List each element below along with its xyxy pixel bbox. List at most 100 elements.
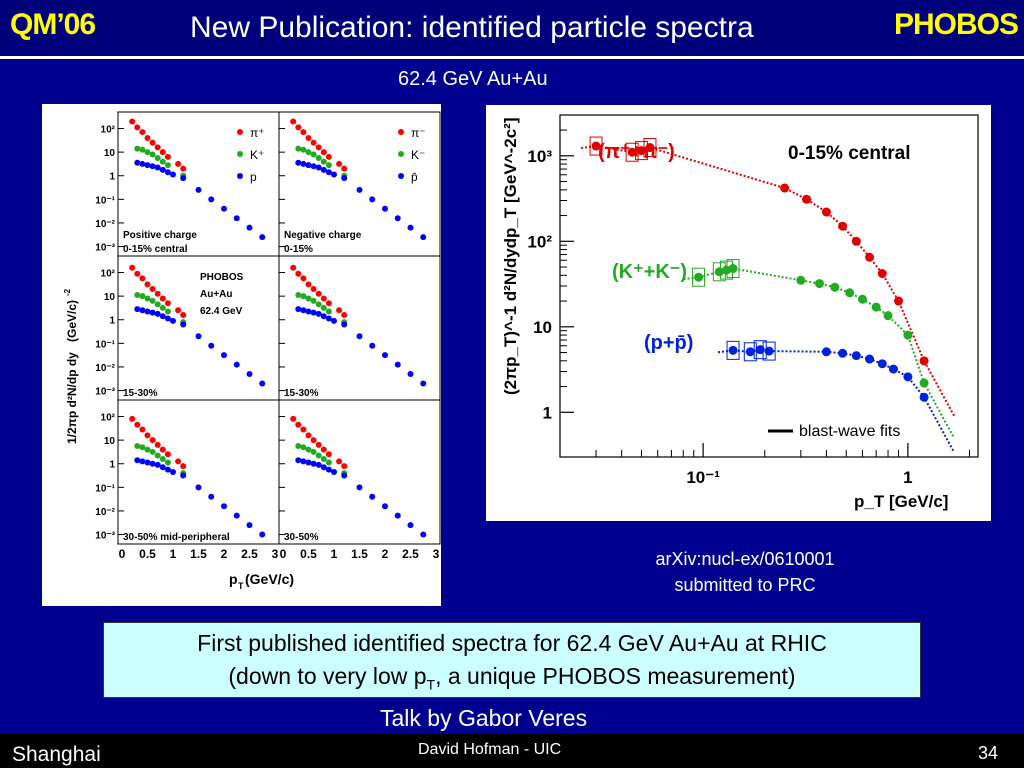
pad-data-point (336, 160, 343, 167)
pad-centrality: 30-50% (284, 532, 319, 543)
left-xlabel-sub: T (238, 581, 244, 591)
pad-data-point (159, 446, 166, 453)
pad-data-point (369, 493, 376, 500)
pad-x-tick-label: 0.5 (300, 547, 317, 561)
pad-data-point (407, 371, 414, 378)
pad-data-point (310, 151, 317, 158)
pad-data-point (233, 361, 240, 368)
pad-data-point (341, 175, 348, 182)
pad-data-point (170, 469, 176, 475)
pad-y-tick-label: 1 (109, 172, 115, 183)
pad-annotation: 62.4 GeV (200, 306, 243, 317)
pad-data-point (325, 169, 332, 176)
pad-x-tick-label: 2 (221, 547, 228, 561)
pad-x-tick-label: 3 (433, 547, 440, 561)
data-point (865, 252, 875, 262)
pad-data-point (154, 452, 161, 459)
low-pt-point (694, 272, 704, 282)
y-tick-label: 1 (543, 403, 552, 422)
pad-data-point (420, 234, 427, 241)
pad-data-point (154, 301, 161, 308)
pad-data-point (159, 304, 166, 311)
pad-data-point (295, 145, 302, 152)
pad-data-point (259, 380, 266, 387)
pad-data-point (195, 186, 202, 193)
pad-data-point (315, 452, 322, 459)
x-tick-label: 10⁻¹ (686, 468, 720, 487)
pad-data-point (325, 451, 332, 458)
pad-data-point (149, 139, 156, 146)
arxiv-status: submitted to PRC (674, 575, 816, 595)
summary-line1: First published identified spectra for 6… (197, 630, 827, 656)
slide-number: 34 (977, 743, 998, 763)
pad-data-point (144, 432, 151, 439)
footer-author: David Hofman - UIC (418, 741, 562, 758)
pad-y-tick-label: 10 (104, 436, 116, 447)
pad-data-point (290, 118, 297, 125)
pad-data-point (394, 512, 401, 519)
pad-data-point (149, 286, 156, 293)
y-tick-label: 10 (533, 318, 552, 337)
pad-frame (117, 399, 280, 545)
pad-data-point (290, 415, 297, 422)
pad-data-point (164, 162, 171, 169)
pad-data-point (195, 484, 202, 491)
pad-data-point (159, 464, 166, 471)
pad-data-point (134, 159, 141, 166)
central-spectra-chart: 10³ 10² 10 1 10⁻¹ 1 (π⁺+π⁻) (K⁺+K⁻) (p+p̄) 0-15… (486, 105, 991, 521)
summary-line2-a: (down to very low p (228, 663, 427, 689)
pad-x-tick-label: 2 (382, 547, 389, 561)
pad-data-point (129, 118, 136, 125)
data-point (894, 296, 904, 306)
pad-annotation: Au+Au (200, 289, 233, 300)
pad-x-tick-label: 0.5 (139, 547, 156, 561)
pad-data-point (149, 151, 156, 158)
pad-data-point (139, 458, 146, 465)
pad-data-point (134, 457, 141, 464)
data-point (821, 207, 831, 217)
pad-legend-label: π⁺ (250, 126, 265, 140)
pad-data-point (144, 134, 151, 141)
slide-title: New Publication: identified particle spe… (190, 11, 754, 44)
left-xlabel: p (229, 571, 238, 587)
pad-data-point (325, 466, 332, 473)
pad-data-point (325, 153, 332, 160)
pad-data-point (320, 304, 327, 311)
pad-legend-marker (237, 151, 243, 157)
data-point (814, 279, 824, 289)
pad-data-point (320, 313, 327, 320)
pad-data-point (325, 300, 332, 307)
data-point (871, 302, 881, 312)
conference-logo: QM’06 (10, 8, 96, 41)
pad-data-point (320, 456, 327, 463)
pad-data-point (356, 484, 363, 491)
pad-data-point (170, 171, 176, 178)
pad-data-point (164, 315, 171, 322)
pad-data-point (246, 224, 253, 231)
pad-data-point (320, 295, 327, 302)
pad-data-point (154, 290, 161, 297)
pad-data-point (259, 531, 266, 538)
pad-data-point (310, 297, 317, 304)
pad-y-tick-label: 10⁻³ (95, 387, 115, 398)
pad-data-point (139, 160, 146, 167)
pad-data-point (139, 275, 146, 282)
pad-data-point (310, 437, 317, 444)
pad-label: Positive charge (123, 230, 197, 241)
arxiv-id[interactable]: arXiv:nucl-ex/0610001 (655, 549, 835, 569)
pad-data-point (341, 463, 348, 470)
low-pt-point (714, 267, 724, 277)
pad-data-point (134, 124, 141, 131)
pad-data-point (129, 264, 136, 271)
low-pt-point (755, 345, 765, 355)
data-point (903, 330, 913, 340)
pad-data-point (233, 215, 240, 222)
pad-frame (278, 399, 441, 545)
pad-y-tick-label: 10² (101, 125, 116, 136)
pad-data-point (305, 281, 312, 288)
x-axis-label: p_T [GeV/c] (854, 492, 948, 511)
pad-data-point (144, 149, 151, 156)
pad-data-point (164, 459, 171, 466)
pad-data-point (295, 306, 302, 313)
